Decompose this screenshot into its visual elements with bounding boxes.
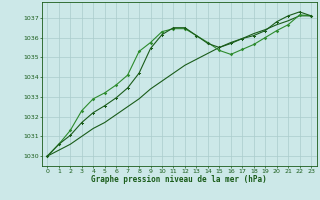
X-axis label: Graphe pression niveau de la mer (hPa): Graphe pression niveau de la mer (hPa) [91,175,267,184]
